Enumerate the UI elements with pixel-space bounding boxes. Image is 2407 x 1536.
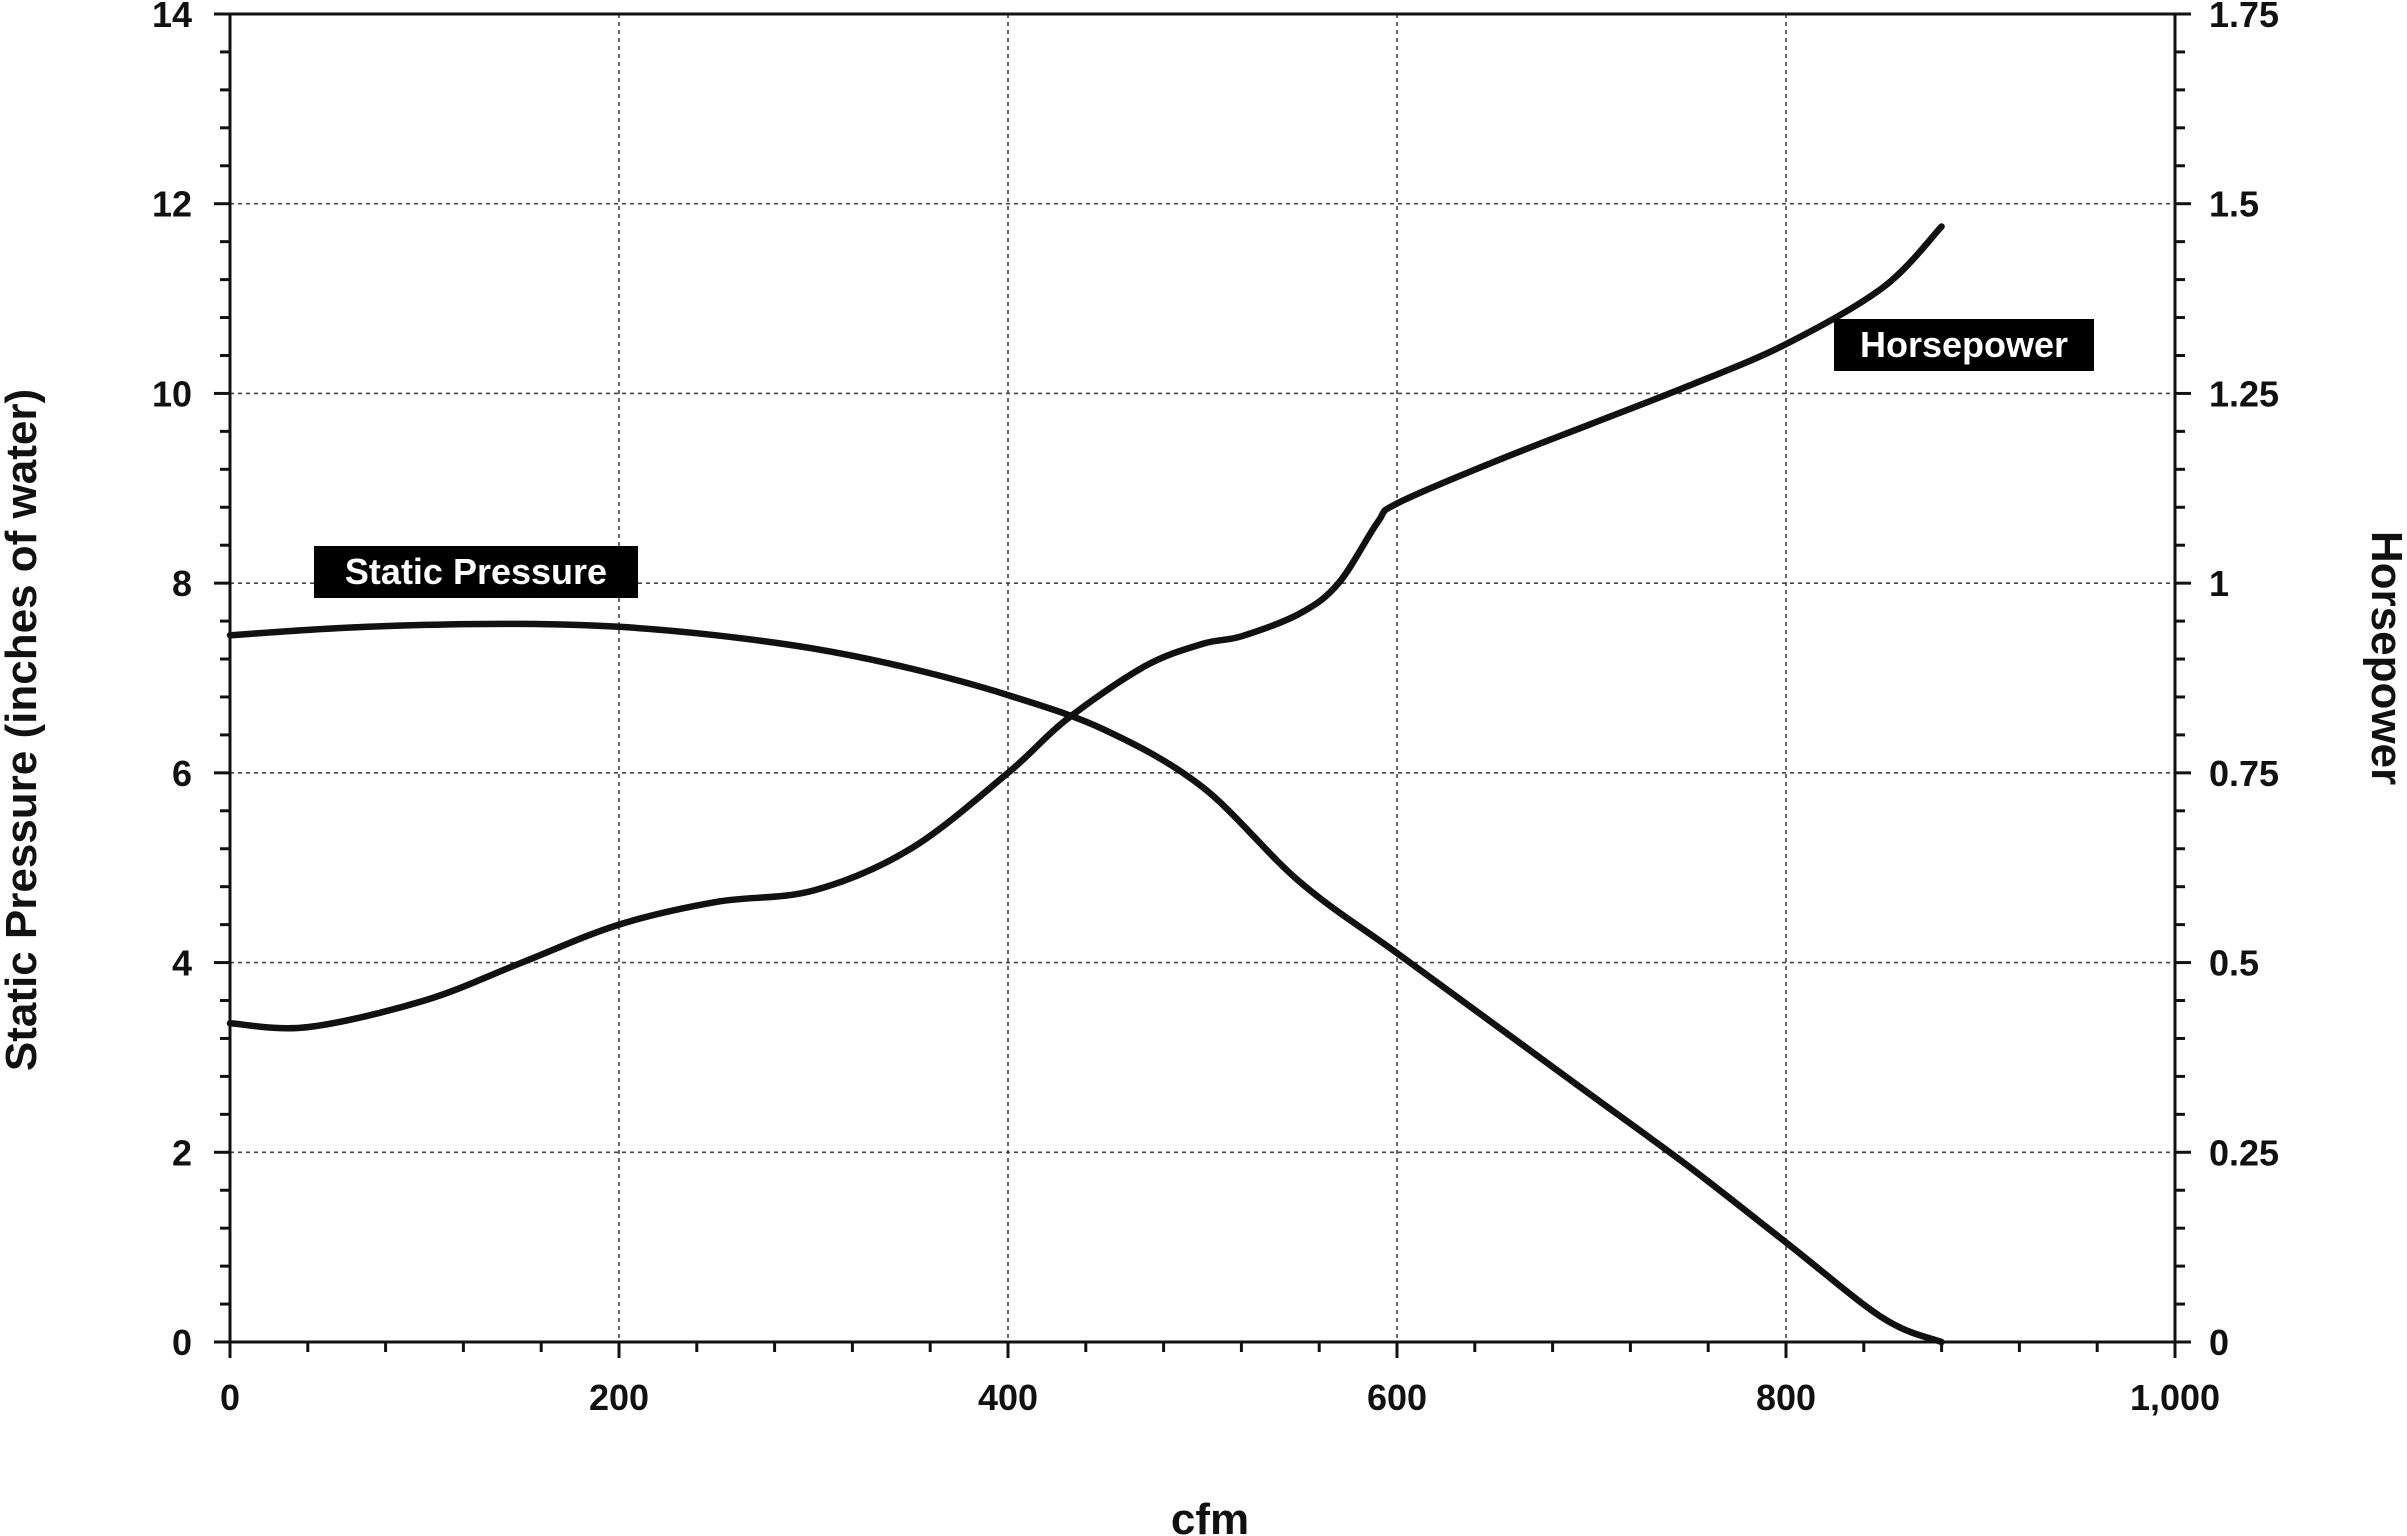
x-tick-label: 800 [1756, 1377, 1816, 1418]
static-pressure-tag-bg [314, 546, 638, 598]
grid-layer [230, 13, 2175, 1342]
y2-tick-label: 1.5 [2209, 184, 2259, 225]
y-tick-label: 2 [172, 1132, 192, 1173]
y-tick-labels: 0 2 4 6 8 10 12 14 [152, 0, 192, 1363]
x-tick-label: 200 [589, 1377, 649, 1418]
y-tick-label: 14 [152, 0, 192, 35]
static-pressure-curve [226, 620, 1945, 1346]
x-tick-label: 600 [1367, 1377, 1427, 1418]
y2-tick-label: 0 [2209, 1322, 2229, 1363]
horsepower-curve [226, 223, 1945, 1032]
y2-tick-label: 0.75 [2209, 753, 2279, 794]
y-tick-label: 12 [152, 184, 192, 225]
y2-tick-label: 1.75 [2209, 0, 2279, 35]
y-tick-label: 6 [172, 753, 192, 794]
y2-axis-title: Horsepower [2362, 531, 2407, 785]
y-axis-title: Static Pressure (inches of water) [0, 389, 46, 1071]
horsepower-tag: Horsepower [1834, 319, 2094, 371]
y2-tick-label: 0.25 [2209, 1132, 2279, 1173]
x-axis-title: cfm [1171, 1495, 1249, 1536]
y-tick-label: 8 [172, 563, 192, 604]
x-tick-labels: 0 200 400 600 800 1,000 [220, 1377, 2220, 1418]
tick-layer [214, 12, 2191, 1358]
y2-tick-label: 0.5 [2209, 943, 2259, 984]
x-tick-label: 400 [978, 1377, 1038, 1418]
static-pressure-tag: Static Pressure [314, 546, 638, 598]
x-tick-label: 0 [220, 1377, 240, 1418]
y2-tick-labels: 0 0.25 0.5 0.75 1 1.25 1.5 1.75 [2209, 0, 2279, 1363]
static-pressure-tag-label: Static Pressure [345, 551, 607, 592]
series-layer [226, 223, 1945, 1346]
y-tick-label: 10 [152, 373, 192, 414]
horsepower-tag-label: Horsepower [1860, 324, 2068, 365]
horsepower-tag-bg [1834, 319, 2094, 371]
x-tick-label: 1,000 [2130, 1377, 2220, 1418]
y-tick-label: 4 [172, 943, 192, 984]
y2-tick-label: 1.25 [2209, 373, 2279, 414]
y-tick-label: 0 [172, 1322, 192, 1363]
y2-tick-label: 1 [2209, 563, 2229, 604]
plot-frame [228, 12, 2177, 1344]
